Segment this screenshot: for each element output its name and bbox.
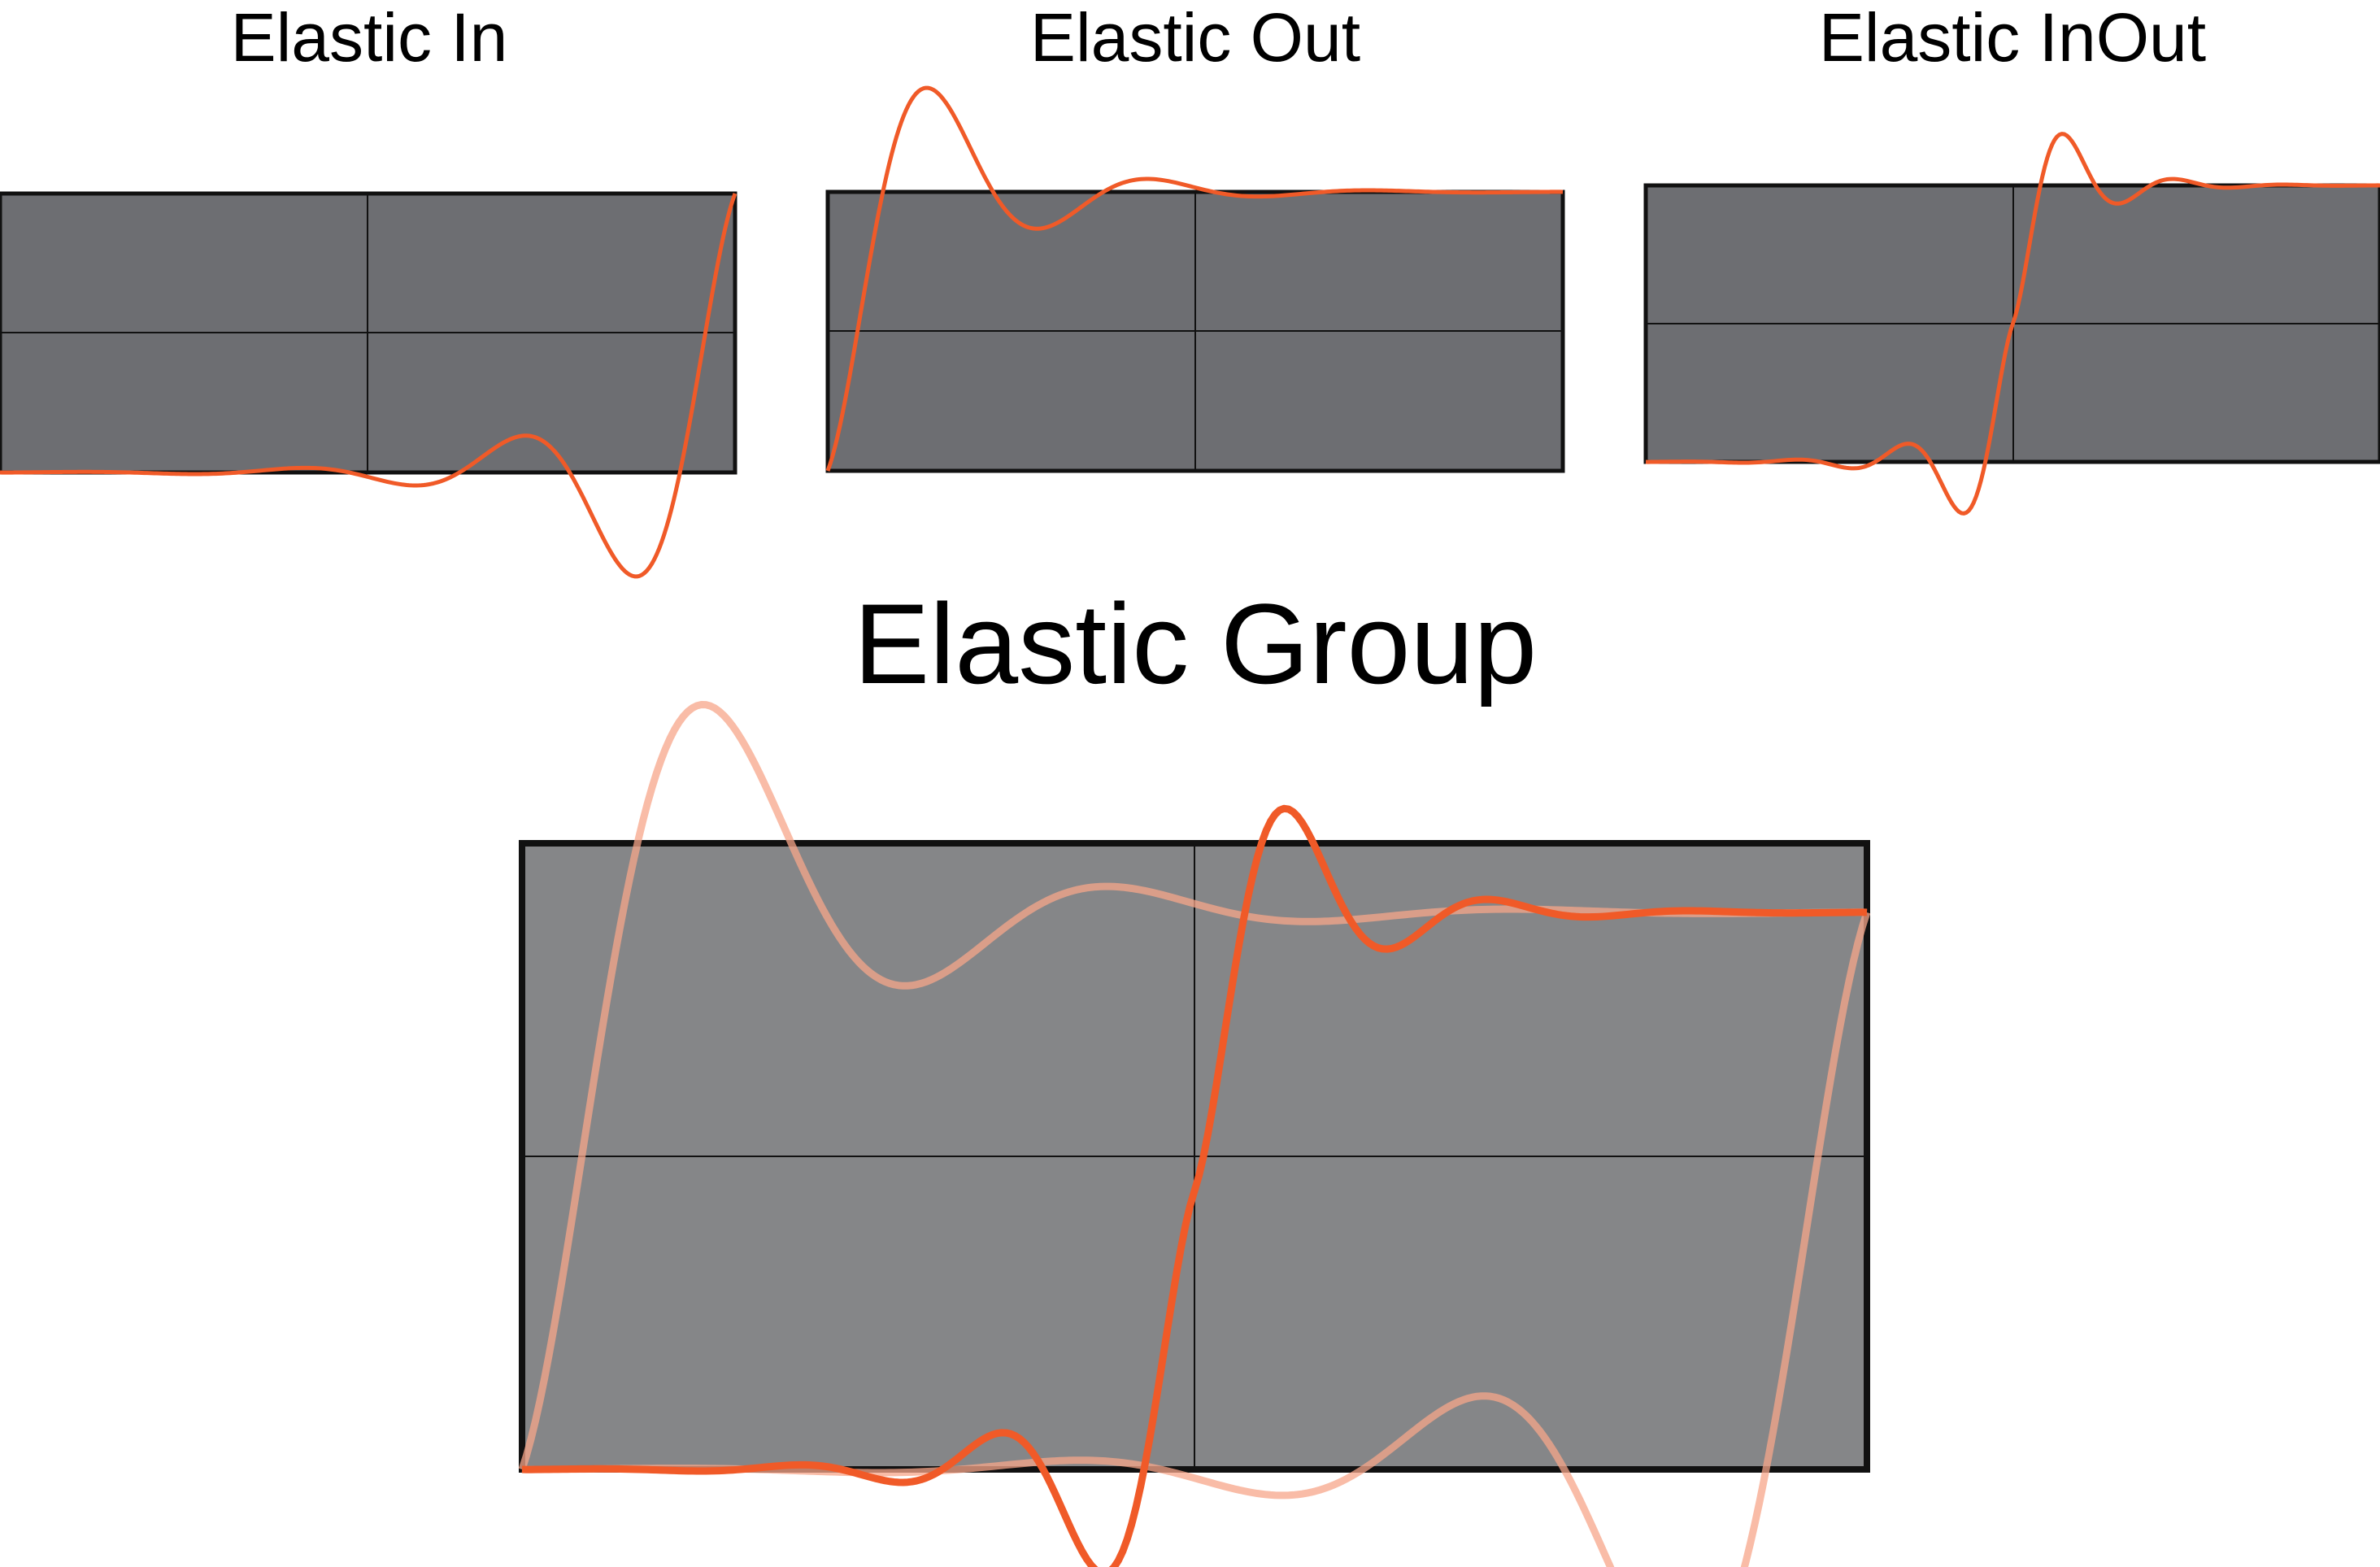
elastic-inout-graph <box>1643 132 2380 516</box>
elastic-out-curve <box>825 85 1564 472</box>
elastic-group-graph <box>518 701 1871 1567</box>
elastic-group-curve-inout <box>521 804 1868 1567</box>
elastic-in-curve <box>0 193 737 579</box>
title-elastic-in: Elastic In <box>230 0 508 76</box>
title-elastic-inout: Elastic InOut <box>1818 0 2207 76</box>
title-elastic-out: Elastic Out <box>1029 0 1361 76</box>
elastic-inout-curve <box>1645 132 2380 516</box>
title-elastic-group: Elastic Group <box>853 580 1538 707</box>
elastic-out-graph <box>825 85 1565 473</box>
elastic-in-graph <box>0 191 737 579</box>
